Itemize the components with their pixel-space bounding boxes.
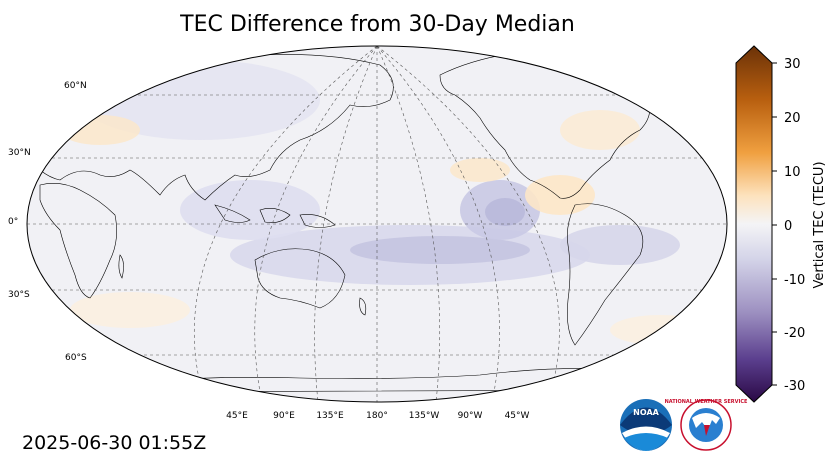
colorbar: 30 20 10 0 -10 -20 -30 Vertical TEC (TEC… xyxy=(735,45,827,403)
lon-label-90e: 90°E xyxy=(273,411,295,421)
lat-label-30s: 30°S xyxy=(8,290,30,300)
lon-label-45e: 45°E xyxy=(226,411,248,421)
colorbar-tick-neg20: -20 xyxy=(784,326,805,341)
lon-label-90w: 90°W xyxy=(458,411,483,421)
lon-label-45w: 45°W xyxy=(505,411,530,421)
colorbar-tick-neg30: -30 xyxy=(784,379,805,394)
nws-logo-text: NATIONAL WEATHER SERVICE xyxy=(665,399,748,405)
lon-label-135e: 135°E xyxy=(316,411,344,421)
colorbar-tick-neg10: -10 xyxy=(784,273,805,288)
nws-logo: NATIONAL WEATHER SERVICE xyxy=(665,399,748,451)
noaa-logo: NOAA xyxy=(620,399,672,451)
lon-label-135w: 135°W xyxy=(409,411,440,421)
lat-label-60n: 60°N xyxy=(64,81,87,91)
timestamp: 2025-06-30 01:55Z xyxy=(22,432,207,454)
chart-title: TEC Difference from 30-Day Median xyxy=(180,12,575,37)
lat-label-30n: 30°N xyxy=(8,148,31,158)
lat-label-60s: 60°S xyxy=(65,353,87,363)
colorbar-tick-30: 30 xyxy=(784,57,801,72)
noaa-logo-text: NOAA xyxy=(633,408,659,417)
colorbar-tick-0: 0 xyxy=(784,219,792,234)
colorbar-tick-10: 10 xyxy=(784,165,801,180)
colorbar-tick-20: 20 xyxy=(784,111,801,126)
lon-label-180: 180° xyxy=(366,411,388,421)
globe-map xyxy=(26,45,728,403)
lat-label-0: 0° xyxy=(8,217,18,227)
colorbar-label: Vertical TEC (TECU) xyxy=(812,161,827,288)
